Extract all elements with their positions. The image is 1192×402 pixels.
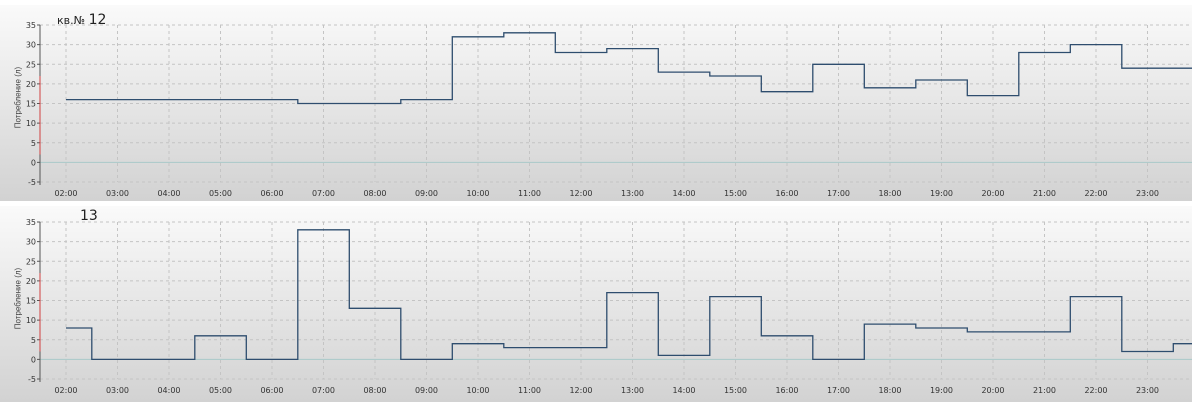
- x-tick-label: 15:00: [724, 386, 747, 395]
- x-tick-label: 09:00: [415, 386, 438, 395]
- x-tick-label: 23:00: [1136, 386, 1159, 395]
- x-tick-label: 07:00: [312, 189, 335, 198]
- y-tick-label: 30: [26, 238, 36, 247]
- x-tick-label: 12:00: [569, 189, 592, 198]
- x-tick-label: 11:00: [518, 189, 541, 198]
- x-tick-label: 04:00: [157, 386, 180, 395]
- y-tick-label: 25: [26, 257, 36, 266]
- x-tick-label: 14:00: [672, 386, 695, 395]
- x-tick-label: 07:00: [312, 386, 335, 395]
- x-tick-label: 02:00: [54, 386, 77, 395]
- y-tick-label: 15: [26, 297, 36, 306]
- series-line: [66, 32, 1192, 105]
- chart-panel-apartment-13: 13 Потребление (л) 35 30 25 20 15 10 5 0 -5 02:00…: [0, 206, 1192, 402]
- x-tick-label: 13:00: [621, 386, 644, 395]
- y-tick-label: 5: [31, 336, 36, 345]
- x-tick-label: 17:00: [827, 386, 850, 395]
- x-tick-label: 10:00: [466, 189, 489, 198]
- x-tick-label: 10:00: [466, 386, 489, 395]
- x-tick-label: 15:00: [724, 189, 747, 198]
- y-tick-label: 0: [31, 158, 36, 167]
- x-tick-label: 14:00: [672, 189, 695, 198]
- x-tick-label: 17:00: [827, 189, 850, 198]
- x-tick-label: 03:00: [106, 189, 129, 198]
- x-tick-label: 21:00: [1033, 189, 1056, 198]
- chart-title: 13: [80, 208, 98, 224]
- x-tick-label: 11:00: [518, 386, 541, 395]
- x-tick-label: 05:00: [209, 386, 232, 395]
- x-tick-label: 08:00: [363, 386, 386, 395]
- x-tick-label: 13:00: [621, 189, 644, 198]
- y-tick-label: -5: [28, 178, 36, 187]
- chart-panel-apartment-12: кв.№ 12 Потребление (л) 35 30 25 20 15 10 5 0 -5…: [0, 5, 1192, 201]
- y-tick-label: 30: [26, 41, 36, 50]
- chart-plot-12: 35 30 25 20 15 10 5 0 -5 02:00 03:00 04:00 05:00 06:0…: [26, 21, 1192, 198]
- y-tick-label: 20: [26, 80, 36, 89]
- y-tick-label: 25: [26, 60, 36, 69]
- y-tick-label: 35: [26, 21, 36, 30]
- x-tick-label: 08:00: [363, 189, 386, 198]
- y-tick-label: 35: [26, 218, 36, 227]
- y-tick-label: 5: [31, 139, 36, 148]
- x-tick-label: 19:00: [930, 189, 953, 198]
- x-tick-label: 02:00: [54, 189, 77, 198]
- x-tick-label: 22:00: [1084, 386, 1107, 395]
- x-tick-label: 06:00: [260, 189, 283, 198]
- series-line: [66, 229, 1192, 361]
- x-tick-label: 09:00: [415, 189, 438, 198]
- x-tick-label: 18:00: [878, 189, 901, 198]
- chart-plot-13: 35 30 25 20 15 10 5 0 -5 02:00 03:00 04:00 05:00 06:0…: [26, 218, 1192, 395]
- x-tick-label: 18:00: [878, 386, 901, 395]
- x-tick-label: 06:00: [260, 386, 283, 395]
- x-tick-label: 22:00: [1084, 189, 1107, 198]
- x-tick-label: 12:00: [569, 386, 592, 395]
- y-tick-label: 0: [31, 355, 36, 364]
- x-tick-label: 03:00: [106, 386, 129, 395]
- x-tick-label: 04:00: [157, 189, 180, 198]
- x-tick-label: 20:00: [981, 189, 1004, 198]
- y-tick-label: 10: [26, 316, 36, 325]
- y-tick-label: -5: [28, 375, 36, 384]
- y-tick-label: 20: [26, 277, 36, 286]
- x-tick-label: 19:00: [930, 386, 953, 395]
- x-tick-label: 05:00: [209, 189, 232, 198]
- x-tick-label: 21:00: [1033, 386, 1056, 395]
- x-tick-label: 16:00: [775, 189, 798, 198]
- x-tick-label: 16:00: [775, 386, 798, 395]
- x-tick-label: 20:00: [981, 386, 1004, 395]
- y-tick-label: 10: [26, 119, 36, 128]
- x-tick-label: 23:00: [1136, 189, 1159, 198]
- y-tick-label: 15: [26, 100, 36, 109]
- chart-title: кв.№ 12: [57, 12, 107, 28]
